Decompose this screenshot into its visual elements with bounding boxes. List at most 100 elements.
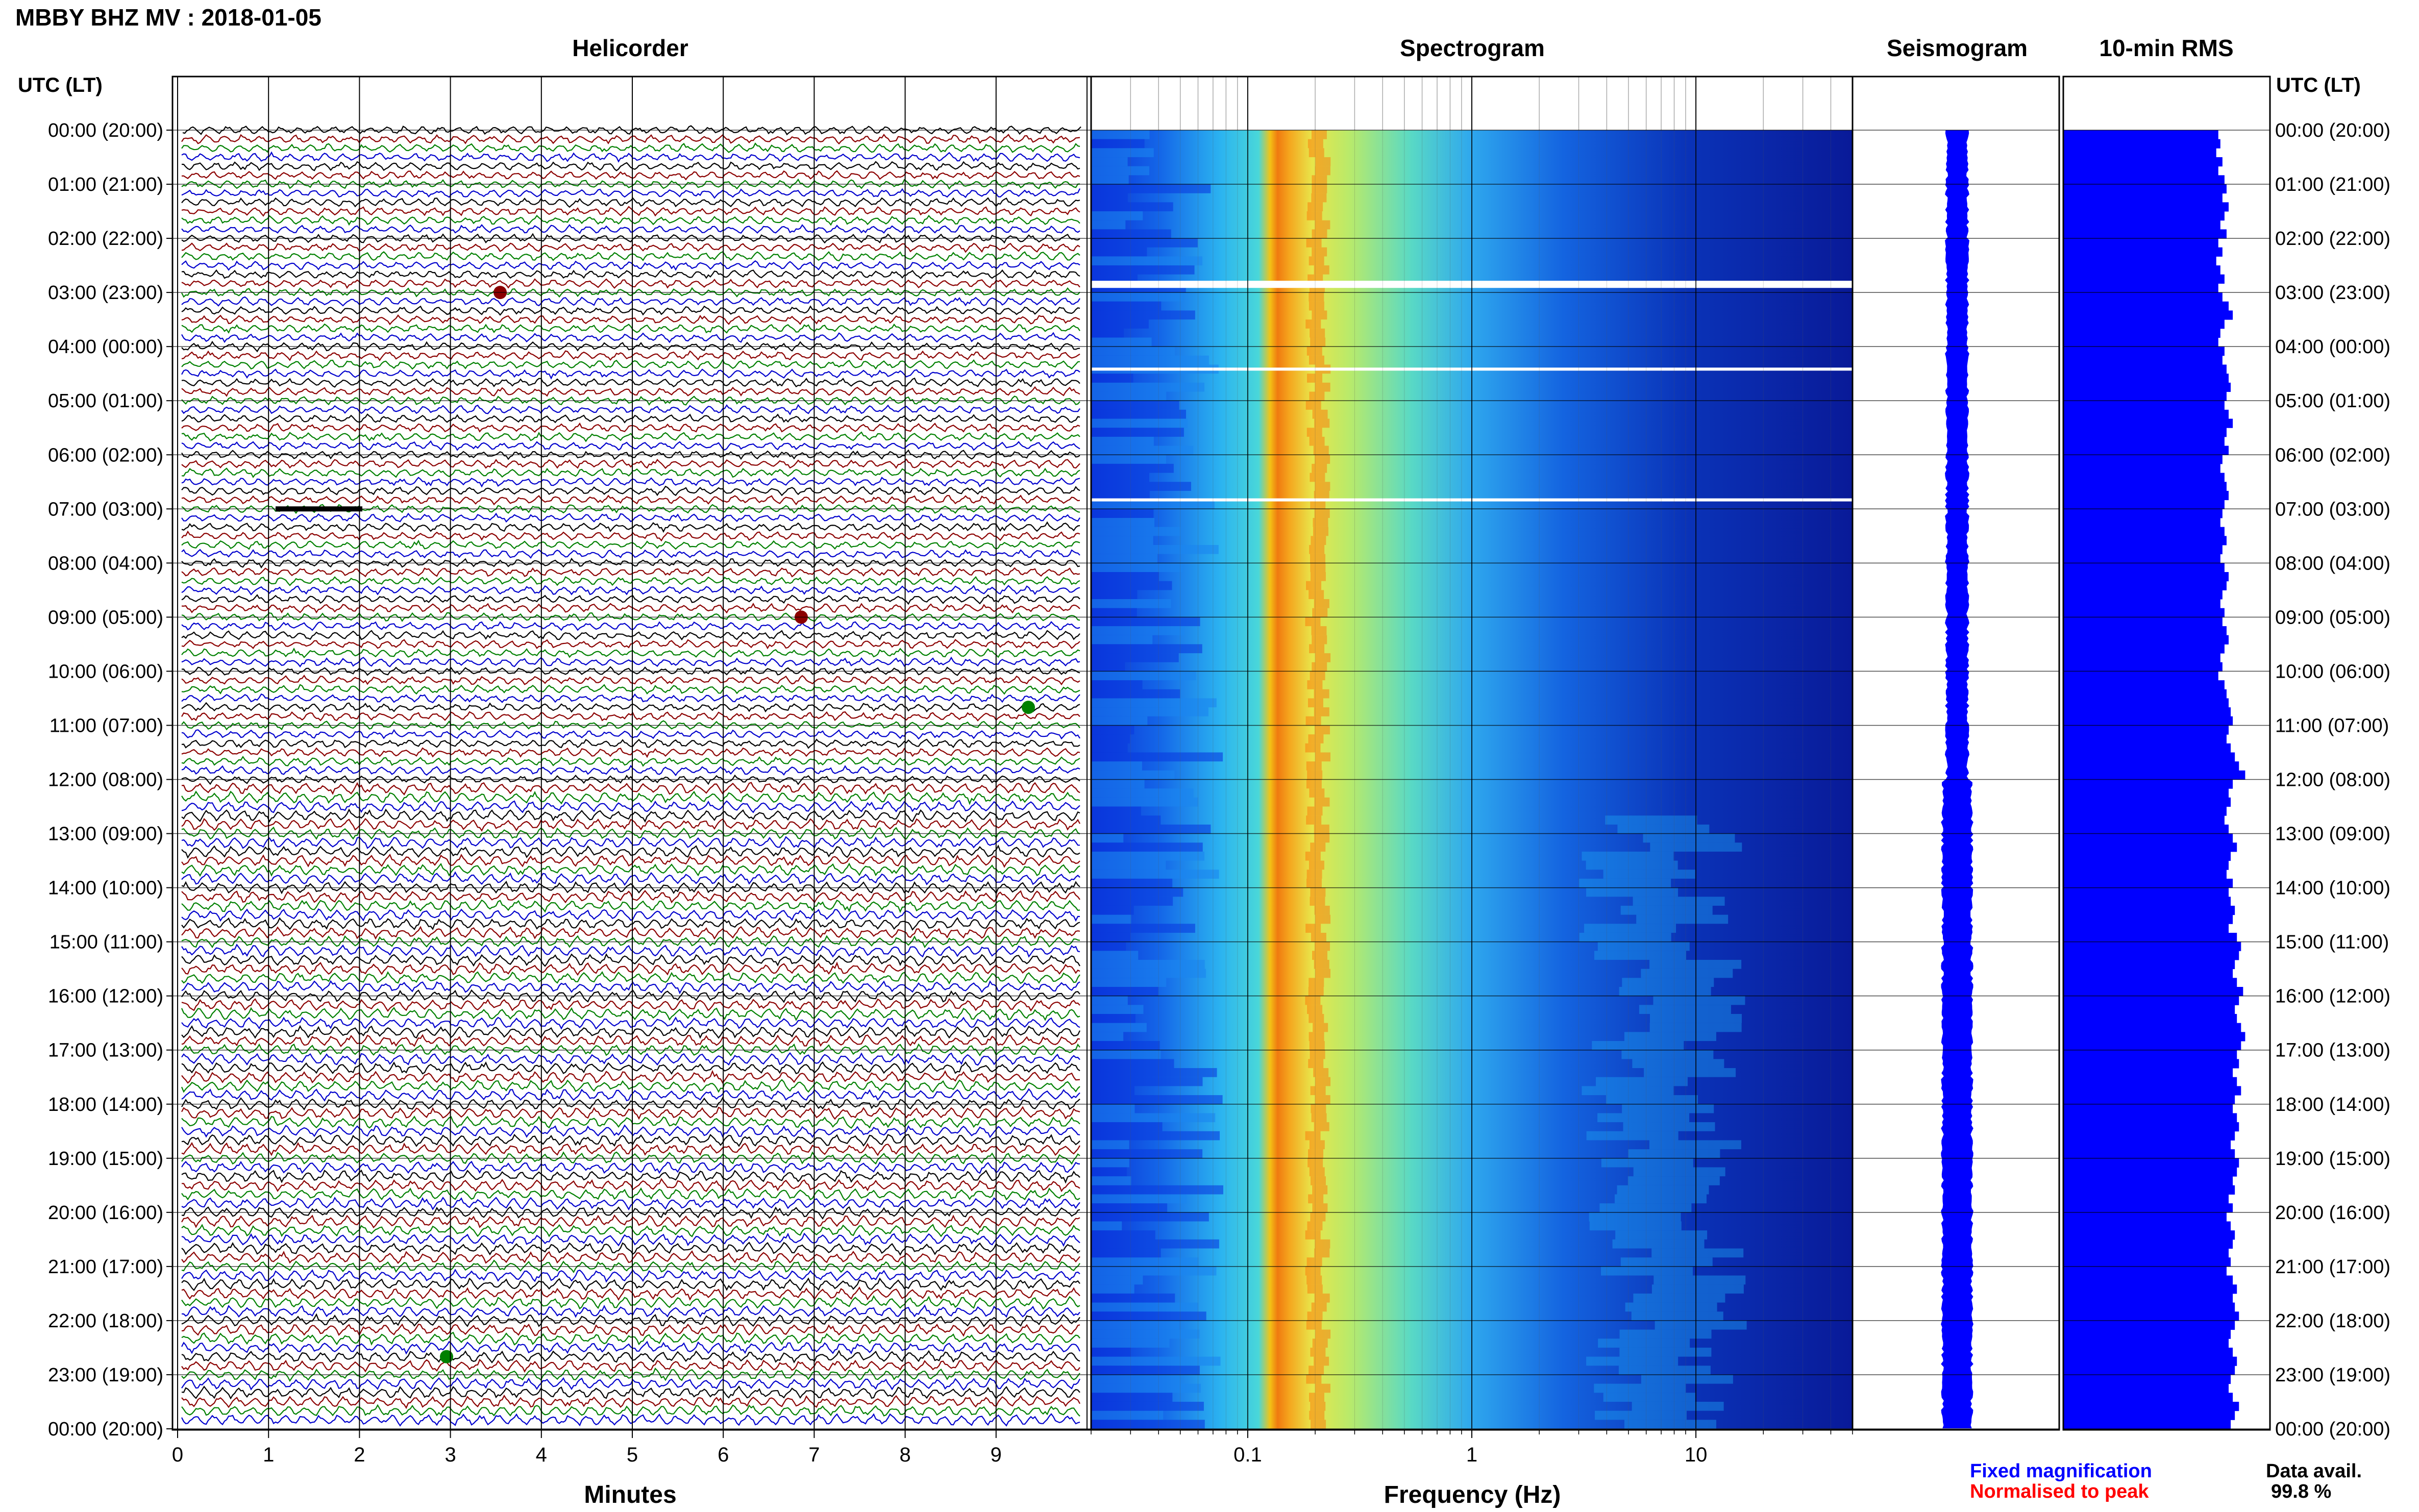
spectrogram-row (1586, 1131, 1679, 1141)
time-label-left: 23:00 (19:00) (48, 1365, 163, 1386)
minute-tick-label: 3 (445, 1444, 456, 1466)
spectrogram-peak-band (1309, 544, 1325, 554)
spectrogram-row (1625, 1302, 1717, 1312)
spectrogram-peak-band (1312, 1203, 1328, 1212)
helicorder-trace (181, 1214, 1080, 1229)
spectrogram-peak-band (1315, 1077, 1331, 1086)
helicorder-trace (181, 1142, 1080, 1156)
rms-bar (2063, 851, 2231, 861)
spectrogram-peak-band (1315, 725, 1330, 735)
spectrogram-row (1623, 1122, 1715, 1131)
helicorder-trace (181, 1025, 1080, 1039)
rms-bar (2063, 1356, 2237, 1366)
spectrogram-row (1091, 184, 1211, 193)
spectrogram-row (1091, 1068, 1217, 1077)
rms-bar (2063, 1420, 2231, 1429)
spectrogram-row (1586, 860, 1678, 870)
helicorder-trace (181, 790, 1080, 805)
spectrogram-peak-band (1315, 752, 1330, 762)
rms-bar (2063, 364, 2227, 374)
spectrogram-row (1091, 229, 1171, 239)
helicorder-trace (181, 1187, 1080, 1201)
helicorder-trace (181, 151, 1080, 163)
spectrogram-row (1091, 1176, 1131, 1185)
helicorder-trace (181, 350, 1080, 361)
helicorder-trace (181, 1043, 1080, 1057)
spectrogram-row (1655, 1320, 1747, 1330)
rms-bar (2063, 1239, 2233, 1249)
rms-bar (2063, 193, 2223, 203)
helicorder-trace (181, 251, 1080, 262)
helicorder-trace (182, 1178, 1080, 1193)
rms-bar (2063, 1410, 2235, 1420)
rms-bar (2063, 292, 2223, 302)
helicorder-trace (181, 980, 1080, 995)
helicorder-trace (181, 477, 1080, 488)
rms-bar (2063, 897, 2231, 906)
spectrogram-row (1091, 211, 1143, 220)
spectrogram-row (1600, 1266, 1693, 1276)
spectrogram-row (1624, 1420, 1716, 1429)
helicorder-trace (181, 1224, 1080, 1237)
spectrogram-peak-band (1306, 878, 1322, 888)
spectrogram-row (1091, 157, 1128, 166)
spectrogram-row (1091, 310, 1195, 320)
rms-bar (2063, 301, 2229, 311)
time-label-left: 12:00 (08:00) (48, 770, 163, 791)
spectrogram-peak-band (1309, 1167, 1325, 1177)
helicorder-trace (181, 889, 1080, 904)
rms-bar (2063, 544, 2223, 555)
helicorder-trace (181, 1151, 1080, 1165)
helicorder-trace (181, 1097, 1080, 1111)
spectrogram-row (1641, 1374, 1733, 1384)
spectrogram-row (1597, 941, 1690, 951)
rms-bar (2063, 626, 2227, 636)
time-label-left: 21:00 (17:00) (48, 1256, 163, 1278)
time-label-left: 06:00 (02:00) (48, 444, 163, 466)
spectrogram-row (1091, 689, 1180, 699)
spectrogram-row (1091, 1023, 1147, 1032)
spectrogram-row (1641, 969, 1733, 978)
helicorder-trace (182, 666, 1080, 676)
rms-bar (2063, 680, 2225, 690)
time-label-right: 21:00 (17:00) (2275, 1256, 2390, 1278)
spectrogram-row (1651, 1284, 1744, 1294)
spectrogram-peak-band (1309, 1366, 1324, 1375)
helicorder-trace (181, 161, 1080, 171)
helicorder-trace (181, 413, 1080, 424)
spectrogram-peak-band (1314, 707, 1329, 716)
rms-bar (2063, 914, 2233, 924)
helicorder-trace (181, 1061, 1080, 1075)
spectrogram-row (1091, 517, 1155, 527)
rms-bar (2063, 229, 2227, 239)
spectrogram-peak-band (1312, 608, 1328, 617)
spectrogram-row (1653, 1275, 1746, 1285)
spectrogram-peak-band (1314, 797, 1330, 807)
helicorder-trace (181, 1088, 1080, 1102)
time-label-right: 02:00 (22:00) (2275, 228, 2390, 250)
rms-bar (2063, 833, 2233, 843)
time-label-right: 14:00 (10:00) (2275, 878, 2390, 899)
helicorder-event (440, 1350, 453, 1364)
spectrogram-row (1639, 1005, 1731, 1014)
rms-bar (2063, 815, 2225, 825)
helicorder-trace (181, 1124, 1080, 1138)
spectrogram-peak-band (1314, 689, 1329, 699)
rms-bar (2063, 409, 2229, 419)
spectrogram-row (1594, 1410, 1687, 1420)
spectrogram-row (1091, 527, 1181, 536)
spectrogram-row (1644, 1068, 1736, 1077)
panel-frame (171, 76, 2060, 1431)
helicorder-trace (181, 1259, 1080, 1273)
spectrogram-row (1091, 1014, 1136, 1023)
spectrogram-peak-band (1309, 788, 1325, 798)
spectrogram-row (1091, 1104, 1135, 1113)
helicorder-trace (181, 1341, 1080, 1355)
spectrogram-peak-band (1307, 1158, 1323, 1168)
rms-bar (2063, 1122, 2239, 1132)
spectrogram-peak-band (1311, 130, 1327, 139)
spectrogram-peak-band (1310, 842, 1326, 852)
rms-bar (2063, 1131, 2235, 1141)
minute-tick-label: 6 (718, 1444, 729, 1466)
